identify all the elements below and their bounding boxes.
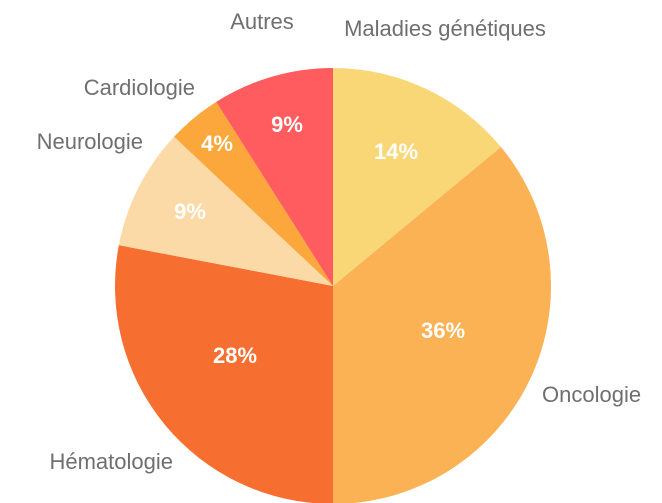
- pie-slice: [333, 68, 501, 286]
- pie-slice: [118, 136, 333, 286]
- pie-slice: [216, 68, 333, 286]
- slice-label: Hématologie: [49, 449, 173, 474]
- slice-label: Oncologie: [542, 382, 641, 407]
- slice-label: Neurologie: [37, 129, 143, 154]
- pie-slice: [333, 147, 551, 503]
- value-label: 28%: [213, 343, 257, 368]
- value-label: 9%: [271, 112, 303, 137]
- pie-slice: [174, 101, 333, 286]
- value-label: 4%: [201, 131, 233, 156]
- slice-label: Cardiologie: [84, 75, 195, 100]
- slice-label: Autres: [230, 9, 294, 34]
- slice-label: Maladies génétiques: [344, 16, 546, 41]
- value-label: 36%: [421, 318, 465, 343]
- pie-slice: [115, 245, 333, 503]
- value-label: 14%: [374, 139, 418, 164]
- value-label: 9%: [174, 199, 206, 224]
